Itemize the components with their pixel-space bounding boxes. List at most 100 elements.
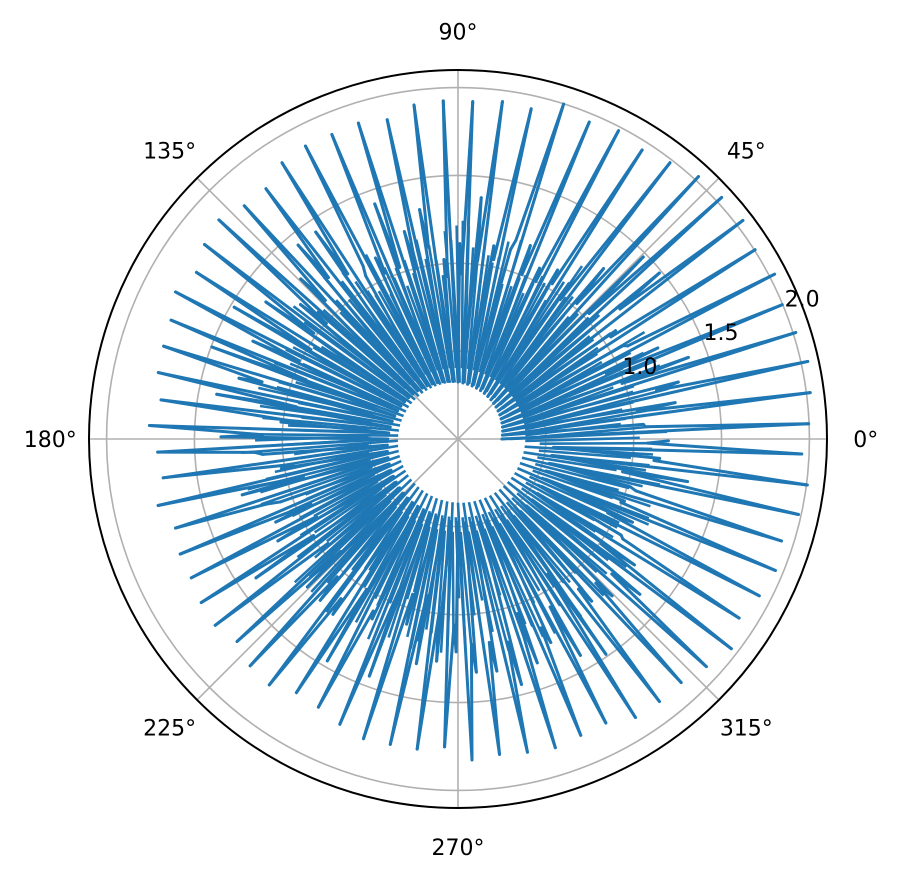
r-tick-label: 2.0 xyxy=(785,288,820,313)
series-segment xyxy=(255,435,369,442)
series-segment xyxy=(506,480,609,562)
series-segment xyxy=(464,226,471,354)
series-segment xyxy=(510,401,634,432)
series-segment xyxy=(304,480,379,528)
series-segment xyxy=(235,486,402,643)
series-segment xyxy=(405,497,439,600)
series-segment xyxy=(347,298,417,382)
series-segment xyxy=(460,220,465,369)
series-segment xyxy=(506,640,529,754)
series-segment xyxy=(519,461,651,508)
series-segment xyxy=(646,441,804,456)
series-segment xyxy=(498,488,577,575)
series-segment xyxy=(299,475,393,537)
series-segment xyxy=(491,274,528,363)
series-segment xyxy=(538,387,669,424)
theta-tick-label: 315° xyxy=(720,716,773,741)
series-segment xyxy=(248,491,406,668)
series-segment xyxy=(427,245,452,369)
series-segment xyxy=(356,121,402,269)
series-segment xyxy=(504,352,599,414)
series-segment xyxy=(327,486,383,531)
series-segment xyxy=(406,513,438,638)
series-segment xyxy=(322,276,424,394)
series-segment xyxy=(467,531,484,601)
series-segment xyxy=(443,623,456,749)
series-segment xyxy=(610,572,708,669)
series-segment xyxy=(472,262,494,371)
series-segment xyxy=(594,581,683,685)
series-segment xyxy=(496,312,580,402)
series-segment xyxy=(293,486,400,584)
series-segment xyxy=(525,504,608,575)
series-segment xyxy=(363,510,404,570)
series-segment xyxy=(364,253,424,361)
series-segment xyxy=(259,458,371,494)
series-segment xyxy=(478,499,534,628)
series-segment xyxy=(280,161,350,276)
series-segment xyxy=(267,365,405,418)
series-segment xyxy=(439,516,451,653)
series-segment xyxy=(510,417,627,436)
series-segment xyxy=(521,456,643,488)
series-segment xyxy=(412,103,430,249)
r-tick-label: 1.5 xyxy=(704,321,739,346)
series-segment xyxy=(463,247,475,384)
series-segment xyxy=(313,469,407,534)
series-segment xyxy=(618,218,745,311)
series-segment xyxy=(273,361,392,410)
series-segment xyxy=(362,592,415,741)
series-segment xyxy=(148,424,265,437)
series-segment xyxy=(489,281,566,396)
series-segment xyxy=(499,314,601,406)
series-segment xyxy=(242,204,327,302)
series-segment xyxy=(267,496,410,687)
series-segment xyxy=(276,385,402,422)
series-segment xyxy=(291,472,376,518)
series-segment xyxy=(587,195,724,315)
theta-tick-label: 90° xyxy=(439,20,478,45)
series-segment xyxy=(481,513,527,625)
series-segment xyxy=(520,120,591,276)
series-segment xyxy=(472,241,510,386)
series-segment xyxy=(577,587,661,703)
series-segment xyxy=(538,449,632,460)
series-segment xyxy=(316,609,375,709)
series-segment xyxy=(485,240,523,360)
theta-tick-label: 0° xyxy=(853,428,878,453)
series-segment xyxy=(483,528,525,637)
series-segment xyxy=(300,456,386,488)
series-segment xyxy=(203,243,316,335)
series-segment xyxy=(525,436,640,443)
series-segment xyxy=(326,482,416,584)
series-segment xyxy=(524,335,591,391)
series-segment xyxy=(295,380,376,409)
series-segment xyxy=(424,515,444,630)
series-segment xyxy=(507,359,657,423)
series-segment xyxy=(475,530,510,651)
series-segment xyxy=(389,293,437,387)
series-segment xyxy=(522,364,661,420)
series-segment xyxy=(274,450,370,474)
series-segment xyxy=(330,133,439,385)
series-segment xyxy=(506,351,632,418)
r-tick-label: 1.0 xyxy=(622,355,657,380)
series-segment xyxy=(424,258,452,384)
series-segment xyxy=(492,295,574,399)
series-segment xyxy=(537,456,617,472)
series-segment xyxy=(467,516,494,633)
series-segment xyxy=(621,470,800,516)
series-segment xyxy=(488,494,562,607)
series-segment xyxy=(646,439,670,445)
series-segment xyxy=(525,481,596,522)
series-segment xyxy=(278,380,389,416)
series-segment xyxy=(265,450,385,481)
series-segment xyxy=(536,386,614,417)
series-segment xyxy=(634,489,783,543)
series-segment xyxy=(262,416,400,432)
series-segment xyxy=(366,289,417,365)
series-segment xyxy=(455,225,461,383)
series-segment xyxy=(599,542,733,651)
series-segment xyxy=(285,348,395,405)
